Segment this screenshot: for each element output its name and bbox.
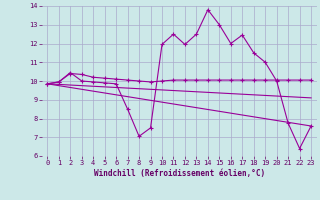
X-axis label: Windchill (Refroidissement éolien,°C): Windchill (Refroidissement éolien,°C) <box>94 169 265 178</box>
